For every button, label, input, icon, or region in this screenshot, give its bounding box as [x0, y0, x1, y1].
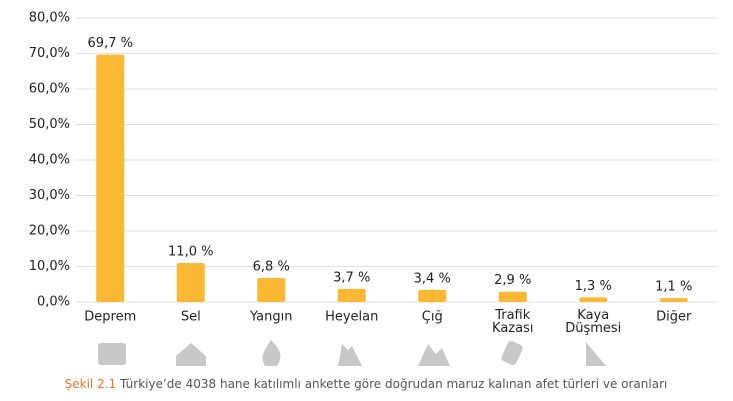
icon — [418, 344, 450, 366]
y-tick-label: 10,0% — [29, 259, 70, 274]
icon — [176, 343, 206, 366]
y-tick-label: 40,0% — [29, 153, 70, 168]
value-label: 6,8 % — [253, 259, 290, 274]
x-tick-label: Deprem — [84, 310, 136, 325]
icon — [262, 340, 281, 366]
x-tick-label: Heyelan — [325, 310, 378, 325]
y-tick-label: 0,0% — [37, 295, 70, 310]
y-tick-label: 30,0% — [29, 188, 70, 203]
y-tick-label: 80,0% — [29, 11, 70, 26]
bar — [579, 297, 608, 302]
value-label: 1,1 % — [655, 280, 692, 295]
value-label: 1,3 % — [575, 279, 612, 294]
value-label: 2,9 % — [494, 273, 531, 288]
caption: Şekil 2.1 Türkiye’de 4038 hane katılımlı… — [65, 377, 668, 391]
icons — [98, 340, 606, 366]
bar — [498, 291, 527, 302]
x-tick-label: Trafik Kazası — [492, 308, 533, 336]
bar — [96, 54, 125, 302]
icon — [586, 342, 606, 366]
value-label: 3,4 % — [414, 271, 451, 286]
y-tick-label: 60,0% — [29, 82, 70, 97]
caption-label: Şekil 2.1 — [65, 377, 117, 391]
bar — [337, 288, 366, 302]
y-tick-label: 70,0% — [29, 46, 70, 61]
value-label: 3,7 % — [333, 270, 370, 285]
y-tick-label: 50,0% — [29, 117, 70, 132]
x-tick-label: Diğer — [656, 310, 692, 325]
x-tick-label: Sel — [181, 310, 201, 325]
bar — [257, 277, 286, 302]
bar — [659, 298, 688, 302]
bar — [418, 289, 447, 302]
icon — [338, 344, 362, 366]
bar — [176, 262, 205, 302]
icon — [501, 340, 523, 366]
value-label: 69,7 % — [88, 36, 133, 51]
x-tick-label: Kaya Düşmesi — [565, 308, 621, 336]
y-tick-label: 20,0% — [29, 224, 70, 239]
value-label: 11,0 % — [168, 244, 213, 259]
x-tick-label: Yangın — [249, 310, 292, 325]
x-tick-label: Çığ — [422, 310, 443, 325]
caption-text: Türkiye’de 4038 hane katılımlı ankette g… — [119, 377, 667, 391]
icon — [98, 343, 126, 365]
